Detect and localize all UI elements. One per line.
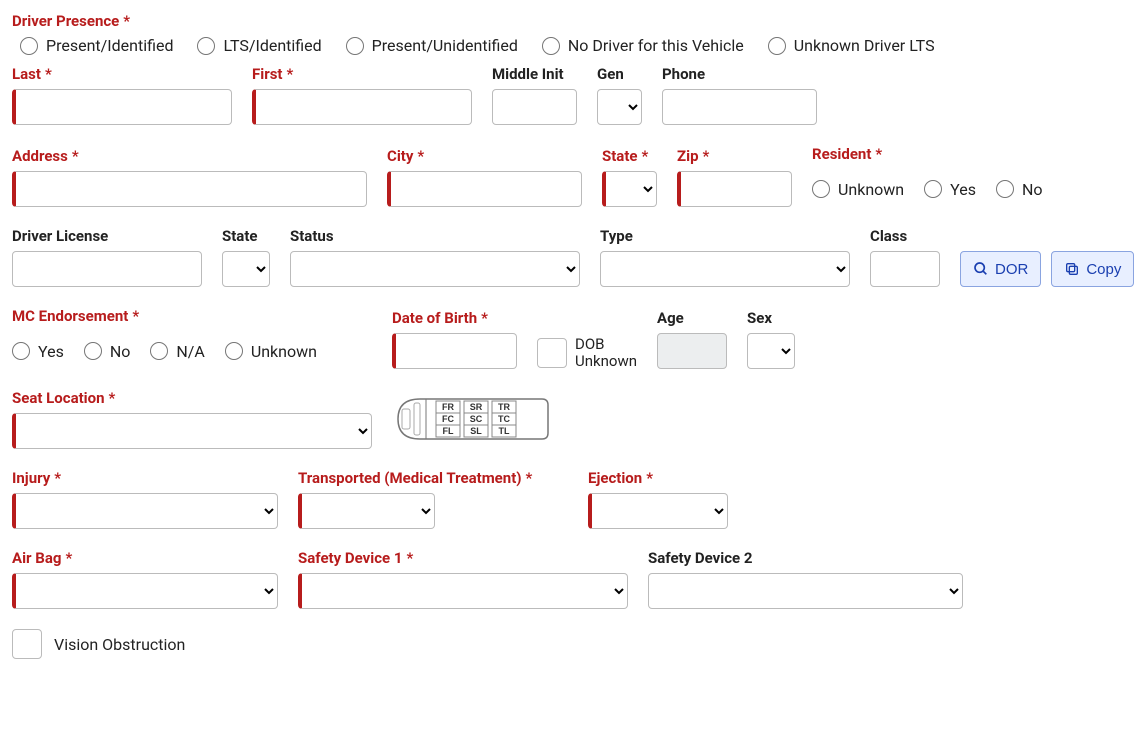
address-label: Address* — [12, 147, 367, 165]
safety-device-2-label: Safety Device 2 — [648, 549, 963, 567]
resident-unknown[interactable]: Unknown — [812, 180, 904, 199]
airbag-label: Air Bag* — [12, 549, 278, 567]
middle-init-label: Middle Init — [492, 65, 577, 83]
phone-input[interactable] — [662, 89, 817, 125]
svg-text:FR: FR — [442, 402, 454, 412]
last-input[interactable] — [12, 89, 232, 125]
mc-no[interactable]: No — [84, 342, 131, 361]
driver-license-label: Driver License — [12, 227, 202, 245]
driver-presence-present-unidentified[interactable]: Present/Unidentified — [346, 36, 518, 55]
driver-presence-no-driver[interactable]: No Driver for this Vehicle — [542, 36, 744, 55]
license-type-select[interactable] — [600, 251, 850, 287]
gen-select[interactable] — [597, 89, 642, 125]
dor-button[interactable]: DOR — [960, 251, 1041, 287]
license-state-label: State — [222, 227, 270, 245]
svg-text:TL: TL — [499, 426, 510, 436]
city-input[interactable] — [387, 171, 582, 207]
ejection-label: Ejection* — [588, 469, 728, 487]
first-input[interactable] — [252, 89, 472, 125]
gen-label: Gen — [597, 65, 642, 83]
resident-group: Unknown Yes No — [812, 171, 1136, 207]
middle-init-input[interactable] — [492, 89, 577, 125]
zip-input[interactable] — [677, 171, 792, 207]
phone-label: Phone — [662, 65, 817, 83]
driver-presence-present-identified[interactable]: Present/Identified — [20, 36, 173, 55]
dob-unknown-checkbox[interactable] — [537, 338, 567, 368]
safety-device-1-label: Safety Device 1* — [298, 549, 628, 567]
license-status-select[interactable] — [290, 251, 580, 287]
airbag-select[interactable] — [12, 573, 278, 609]
svg-text:TC: TC — [498, 414, 510, 424]
svg-text:SR: SR — [470, 402, 483, 412]
sex-select[interactable] — [747, 333, 795, 369]
seat-location-select[interactable] — [12, 413, 372, 449]
vision-obstruction-checkbox[interactable] — [12, 629, 42, 659]
svg-text:TR: TR — [498, 402, 510, 412]
dob-input[interactable] — [392, 333, 517, 369]
driver-presence-label: Driver Presence* — [12, 12, 1136, 30]
age-label: Age — [657, 309, 727, 327]
address-input[interactable] — [12, 171, 367, 207]
resident-yes[interactable]: Yes — [924, 180, 976, 199]
seat-diagram: FR SR TR FC SC TC FL SL TL — [392, 389, 552, 449]
state-select[interactable] — [602, 171, 657, 207]
transported-select[interactable] — [298, 493, 435, 529]
svg-text:SC: SC — [470, 414, 483, 424]
safety-device-2-select[interactable] — [648, 573, 963, 609]
dob-label: Date of Birth* — [392, 309, 517, 327]
copy-icon — [1064, 261, 1080, 277]
license-state-select[interactable] — [222, 251, 270, 287]
license-class-input[interactable] — [870, 251, 940, 287]
zip-label: Zip* — [677, 147, 792, 165]
safety-device-1-select[interactable] — [298, 573, 628, 609]
resident-label: Resident* — [812, 145, 1136, 163]
sex-label: Sex — [747, 309, 795, 327]
ejection-select[interactable] — [588, 493, 728, 529]
dob-unknown-label: DOBUnknown — [575, 336, 637, 369]
mc-yes[interactable]: Yes — [12, 342, 64, 361]
driver-presence-group: Present/Identified LTS/Identified Presen… — [20, 36, 1136, 55]
license-type-label: Type — [600, 227, 850, 245]
resident-no[interactable]: No — [996, 180, 1043, 199]
injury-select[interactable] — [12, 493, 278, 529]
last-label: Last* — [12, 65, 232, 83]
seat-location-label: Seat Location* — [12, 389, 372, 407]
driver-presence-unknown-lts[interactable]: Unknown Driver LTS — [768, 36, 935, 55]
license-class-label: Class — [870, 227, 940, 245]
vision-obstruction-label: Vision Obstruction — [54, 635, 185, 654]
copy-button[interactable]: Copy — [1051, 251, 1134, 287]
mc-na[interactable]: N/A — [150, 342, 204, 361]
city-label: City* — [387, 147, 582, 165]
license-status-label: Status — [290, 227, 580, 245]
first-label: First* — [252, 65, 472, 83]
state-label: State* — [602, 147, 657, 165]
age-input — [657, 333, 727, 369]
driver-presence-lts-identified[interactable]: LTS/Identified — [197, 36, 321, 55]
search-icon — [973, 261, 989, 277]
mc-endorsement-group: Yes No N/A Unknown — [12, 333, 372, 369]
mc-endorsement-label: MC Endorsement* — [12, 307, 372, 325]
mc-unknown[interactable]: Unknown — [225, 342, 317, 361]
svg-text:FL: FL — [443, 426, 454, 436]
driver-license-input[interactable] — [12, 251, 202, 287]
injury-label: Injury* — [12, 469, 278, 487]
transported-label: Transported (Medical Treatment)* — [298, 469, 568, 487]
svg-text:SL: SL — [470, 426, 482, 436]
svg-text:FC: FC — [442, 414, 454, 424]
